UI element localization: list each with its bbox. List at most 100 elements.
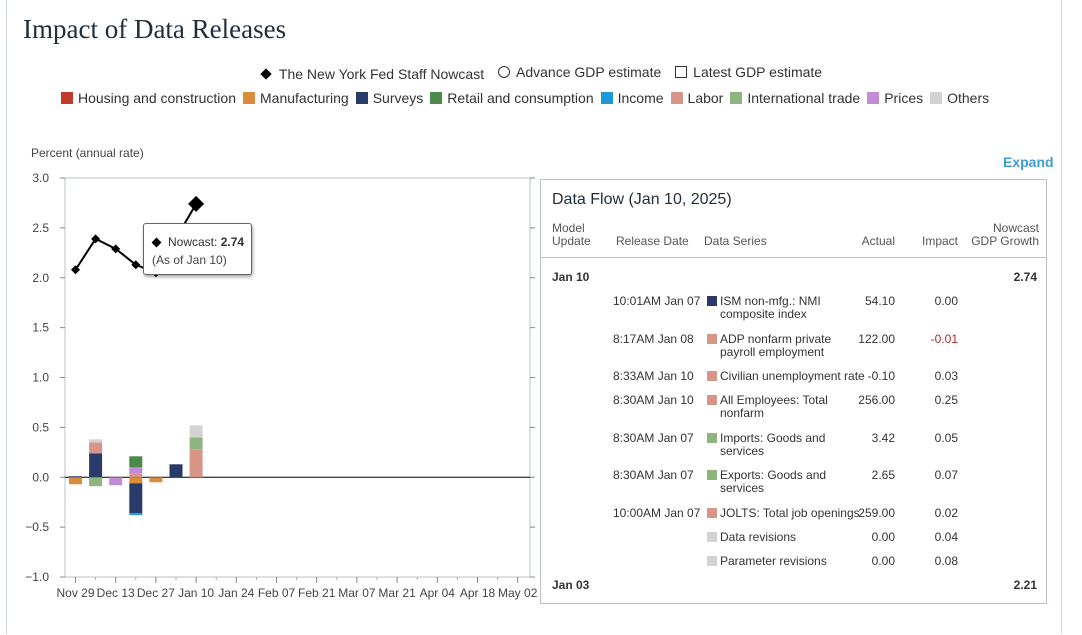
legend-swatch	[355, 92, 368, 104]
actual-cell: 2.65	[871, 468, 895, 482]
bar-segment	[109, 477, 123, 486]
category-swatch	[707, 556, 717, 566]
widget-frame	[6, 0, 1062, 634]
actual-cell: -0.10	[867, 369, 895, 383]
category-swatch	[707, 395, 717, 405]
legend-category[interactable]: Retail and consumption	[430, 90, 594, 106]
impact-cell: -0.01	[930, 332, 958, 346]
expand-link[interactable]: Expand	[1003, 154, 1054, 170]
category-swatch	[707, 433, 717, 443]
legend-latest-label: Latest GDP estimate	[693, 64, 823, 80]
y-tick-label: 2.5	[32, 221, 49, 235]
legend-advance-label: Advance GDP estimate	[516, 64, 662, 80]
data-series-label: ADP nonfarm private payroll employment	[720, 332, 832, 359]
y-tick-label: −1.0	[25, 570, 49, 584]
impact-cell: 0.03	[934, 369, 958, 383]
nowcast-point	[71, 265, 80, 275]
legend-category[interactable]: Housing and construction	[61, 90, 236, 106]
bar-segment	[89, 439, 103, 443]
x-tick-label: Mar 07	[338, 586, 376, 600]
data-series-cell: Parameter revisions	[707, 555, 867, 568]
actual-cell: 256.00	[858, 393, 895, 407]
actual-cell: 54.10	[864, 294, 895, 308]
panel-title: Data Flow (Jan 10, 2025)	[552, 191, 732, 208]
category-swatch	[707, 470, 717, 480]
nowcast-point	[131, 260, 141, 270]
data-series-cell: Civilian unemployment rate	[707, 370, 867, 383]
bar-segment	[129, 513, 143, 516]
legend-category[interactable]: Manufacturing	[243, 90, 349, 106]
impact-cell: 0.07	[934, 468, 958, 482]
x-tick-label: Apr 04	[420, 586, 456, 600]
legend-category-label: International trade	[747, 90, 861, 106]
bar-segment	[89, 442, 103, 454]
release-date-cell: 8:33AM Jan 10	[613, 369, 694, 383]
y-tick-label: 1.0	[32, 371, 49, 385]
legend-swatch	[430, 92, 443, 104]
release-date-cell: 10:00AM Jan 07	[613, 506, 701, 520]
bar-segment	[89, 453, 103, 478]
header-model-update: Model Update	[552, 221, 591, 248]
x-tick-label: Dec 13	[97, 586, 135, 600]
data-series-label: ISM non-mfg.: NMI composite index	[720, 294, 821, 321]
circle-icon	[498, 66, 510, 78]
header-release-date: Release Date	[616, 234, 689, 248]
legend-category[interactable]: International trade	[730, 90, 860, 106]
category-swatch	[707, 371, 717, 381]
bar-segment	[129, 473, 143, 478]
y-tick-label: 0.0	[32, 470, 49, 484]
bar-segment	[189, 449, 203, 478]
legend-estimates: The New York Fed Staff Nowcast Advance G…	[0, 64, 1082, 82]
release-date-cell: 10:01AM Jan 07	[613, 294, 701, 308]
header-divider	[541, 257, 1046, 258]
legend-category[interactable]: Prices	[867, 90, 923, 106]
impact-cell: 0.05	[934, 431, 958, 445]
header-data-series: Data Series	[704, 234, 767, 248]
legend-swatch	[867, 92, 880, 104]
legend-category[interactable]: Surveys	[355, 90, 423, 106]
data-series-label: All Employees: Total nonfarm	[720, 393, 828, 420]
legend-swatch	[61, 92, 73, 104]
x-tick-label: Jan 24	[218, 586, 254, 600]
bar-segment	[189, 437, 203, 450]
legend-category[interactable]: Others	[930, 90, 989, 106]
category-swatch	[707, 532, 717, 542]
data-flow-panel: Data Flow (Jan 10, 2025) Model Update Re…	[540, 179, 1047, 604]
legend-category-label: Labor	[687, 90, 724, 106]
bar-segment	[129, 456, 143, 468]
x-tick-label: Dec 27	[137, 586, 175, 600]
data-series-cell: Data revisions	[707, 531, 867, 544]
category-swatch	[707, 334, 717, 344]
header-nowcast-gdp: Nowcast GDP Growth	[971, 221, 1039, 248]
bar-segment	[69, 476, 82, 478]
legend-advance-gdp[interactable]: Advance GDP estimate	[498, 64, 661, 80]
legend-category-label: Prices	[884, 90, 924, 106]
data-series-label: Parameter revisions	[720, 554, 827, 568]
square-icon	[675, 66, 688, 78]
data-series-cell: ADP nonfarm private payroll employment	[707, 333, 867, 359]
legend-swatch	[600, 92, 613, 104]
legend-swatch	[730, 92, 743, 104]
legend-category-label: Retail and consumption	[447, 90, 594, 106]
y-tick-label: 2.0	[32, 271, 49, 285]
legend-category[interactable]: Income	[600, 90, 664, 106]
data-series-cell: Imports: Goods and services	[707, 432, 867, 458]
data-series-cell: Exports: Goods and services	[707, 469, 867, 495]
bar-segment	[129, 483, 143, 514]
bar-segment	[89, 477, 103, 487]
impact-cell: 0.08	[934, 554, 958, 568]
bar-segment	[69, 477, 82, 485]
legend-latest-gdp[interactable]: Latest GDP estimate	[675, 64, 822, 80]
legend-category[interactable]: Labor	[670, 90, 724, 106]
legend-nowcast[interactable]: The New York Fed Staff Nowcast	[260, 66, 484, 82]
bar-segment	[129, 467, 143, 474]
x-tick-label: Jan 10	[178, 586, 214, 600]
impact-cell: 0.04	[934, 530, 958, 544]
legend-categories: Housing and construction Manufacturing Sur…	[61, 90, 996, 107]
group-date-jan10: Jan 10	[552, 270, 590, 284]
category-swatch	[707, 296, 717, 306]
bar-segment	[169, 464, 183, 478]
actual-cell: 0.00	[871, 554, 895, 568]
header-impact: Impact	[921, 234, 958, 248]
impact-cell: 0.02	[934, 506, 958, 520]
